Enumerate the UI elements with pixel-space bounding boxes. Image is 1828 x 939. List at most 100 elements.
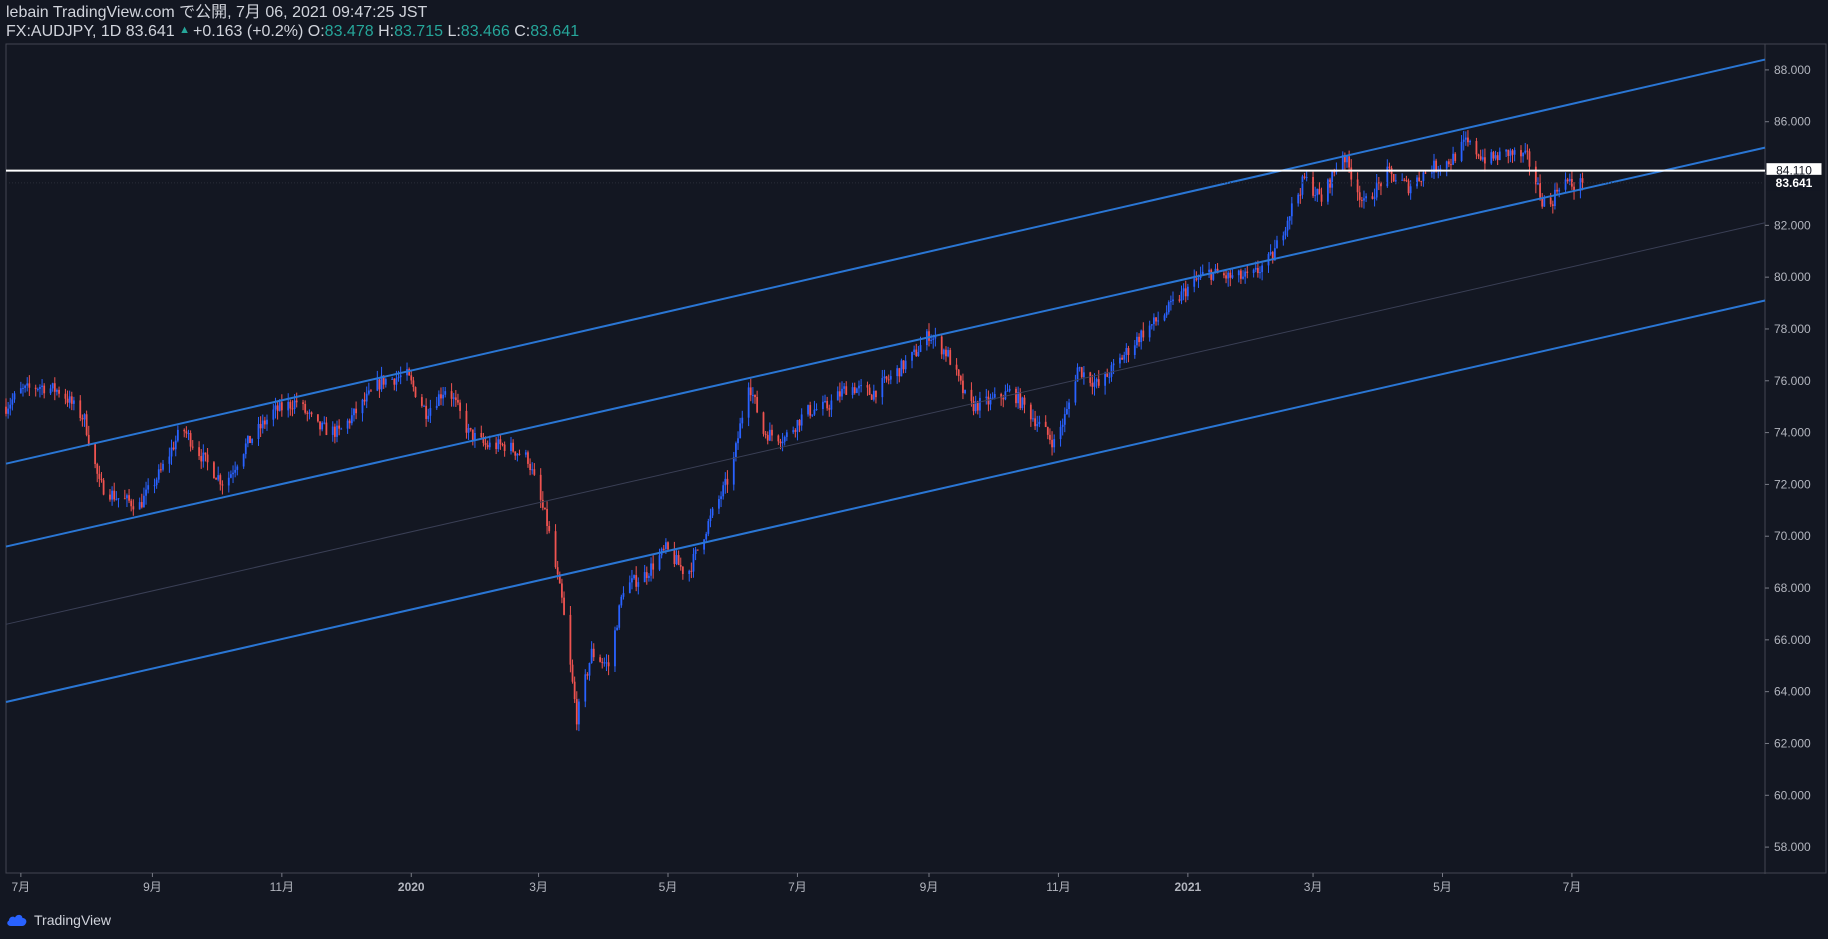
candle-down — [777, 435, 780, 442]
chart-header: lebain TradingView.com で公開, 7月 06, 2021 … — [6, 3, 579, 41]
last-price-box — [1766, 174, 1822, 191]
candle-up — [395, 378, 398, 385]
candle-down — [1303, 176, 1306, 178]
candle-up — [964, 389, 966, 394]
candle-down — [1475, 141, 1478, 155]
candle-down — [28, 383, 31, 388]
candle-up — [1244, 271, 1247, 277]
candle-down — [1080, 367, 1083, 378]
channel-line-4[interactable] — [5, 299, 1766, 703]
candle-down — [378, 379, 381, 390]
candle-down — [635, 575, 638, 587]
channel-line-3[interactable] — [5, 222, 1766, 625]
candle-down — [1358, 192, 1361, 200]
candle-down — [425, 405, 428, 419]
candle-up — [1093, 381, 1096, 387]
candle-up — [1068, 402, 1070, 410]
candle-up — [1373, 197, 1376, 199]
ohlc-legend: FX:AUDJPY, 1D 83.641 ▲ +0.163 (+0.2%) O:8… — [6, 22, 579, 41]
candle-up — [287, 401, 290, 411]
candle-up — [711, 508, 714, 516]
candle-up — [590, 648, 593, 664]
candle-down — [569, 614, 572, 665]
x-tick-label: 9月 — [143, 880, 162, 894]
candle-down — [838, 391, 841, 397]
candle-up — [365, 393, 368, 402]
candle-up — [524, 452, 527, 455]
candle-down — [43, 385, 46, 394]
channel-line-1[interactable] — [5, 58, 1766, 465]
candle-up — [616, 627, 618, 631]
candle-up — [531, 469, 534, 471]
candle-up — [331, 426, 334, 435]
candle-down — [1556, 189, 1558, 192]
candle-down — [1371, 196, 1374, 199]
candle-up — [36, 388, 39, 390]
publish-info: lebain TradingView.com で公開, 7月 06, 2021 … — [6, 4, 428, 21]
close-label: C: — [514, 23, 531, 40]
candle-up — [230, 474, 232, 478]
candle-down — [128, 495, 130, 501]
candle-down — [771, 429, 773, 436]
footer-branding[interactable]: TradingView — [6, 910, 111, 930]
candle-down — [109, 494, 111, 500]
candle-down — [414, 387, 417, 398]
candle-down — [1002, 398, 1005, 400]
candle-down — [501, 444, 504, 446]
candle-up — [707, 521, 710, 534]
candle-up — [747, 387, 750, 418]
candle-up — [397, 377, 400, 379]
candle-up — [1227, 272, 1230, 279]
candle-up — [1254, 267, 1257, 270]
candle-up — [153, 485, 156, 487]
candle-down — [159, 469, 162, 471]
candle-up — [858, 385, 860, 389]
candle-down — [1142, 330, 1145, 338]
candle-up — [1568, 178, 1571, 182]
candle-up — [1017, 391, 1020, 404]
candle-down — [503, 444, 506, 451]
candle-up — [872, 390, 875, 400]
candle-up — [989, 398, 992, 405]
channel-line-2[interactable] — [5, 146, 1766, 548]
open-label: O: — [307, 23, 325, 40]
candle-down — [1015, 388, 1017, 404]
candle-up — [437, 394, 440, 406]
candle-down — [1350, 167, 1353, 180]
candle-up — [1327, 179, 1329, 202]
candle-down — [440, 394, 442, 399]
candle-up — [1119, 357, 1121, 364]
candle-up — [1208, 269, 1210, 272]
candle-up — [643, 572, 646, 583]
candle-down — [484, 443, 487, 446]
candle-up — [1490, 152, 1493, 164]
candle-down — [85, 414, 88, 435]
candle-down — [945, 349, 947, 357]
x-tick-label: 7月 — [1563, 880, 1582, 894]
y-tick-label: 86.000 — [1774, 115, 1811, 129]
candle-up — [155, 479, 158, 486]
candle-down — [940, 336, 943, 355]
candle-up — [321, 422, 324, 430]
candle-up — [1186, 286, 1189, 297]
candle-up — [628, 582, 631, 594]
candle-up — [236, 466, 239, 470]
candle-down — [972, 401, 975, 412]
candle-down — [1528, 151, 1531, 167]
footer-brand-text: TradingView — [34, 912, 112, 928]
candle-up — [1314, 195, 1317, 197]
candle-up — [1032, 418, 1034, 420]
candle-up — [709, 515, 712, 522]
candle-down — [1496, 155, 1499, 161]
candle-down — [221, 484, 224, 486]
candle-up — [658, 555, 661, 570]
candle-down — [338, 425, 341, 429]
candle-down — [677, 555, 680, 566]
candle-down — [465, 410, 468, 433]
candle-up — [783, 436, 786, 442]
candle-down — [191, 446, 194, 448]
y-tick-label: 82.000 — [1774, 218, 1811, 232]
candle-down — [1467, 137, 1469, 143]
candle-up — [11, 399, 14, 405]
